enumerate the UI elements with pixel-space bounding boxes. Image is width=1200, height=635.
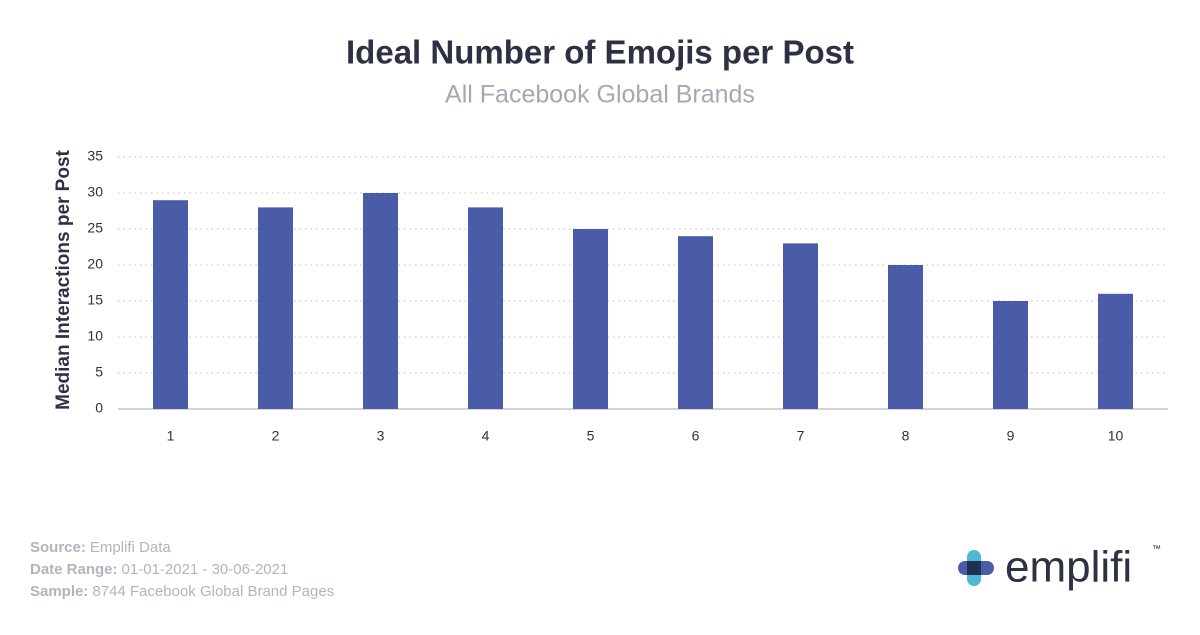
chart-title: Ideal Number of Emojis per Post [346, 34, 854, 71]
y-tick-label: 35 [87, 148, 103, 164]
x-tick-label: 4 [482, 428, 490, 444]
y-tick-label: 30 [87, 184, 103, 200]
y-axis-label: Median Interactions per Post [53, 149, 74, 409]
logo-text: emplifi [1005, 543, 1132, 592]
footer-value: Emplifi Data [90, 539, 172, 556]
x-tick-label: 3 [377, 428, 385, 444]
bar [363, 193, 398, 409]
y-tick-label: 20 [87, 256, 103, 272]
logo-trademark: ™ [1152, 543, 1161, 553]
bar [783, 243, 818, 409]
x-tick-label: 7 [797, 428, 805, 444]
x-tick-label: 10 [1108, 428, 1124, 444]
bar [468, 207, 503, 409]
footer-line: Date Range: 01-01-2021 - 30-06-2021 [30, 561, 288, 578]
y-tick-label: 0 [95, 400, 103, 416]
footer-label: Sample: [30, 583, 88, 600]
chart-subtitle: All Facebook Global Brands [445, 81, 755, 109]
bar [573, 229, 608, 409]
bar [153, 200, 188, 409]
bar [678, 236, 713, 409]
x-tick-label: 9 [1007, 428, 1015, 444]
x-tick-label: 8 [902, 428, 910, 444]
y-tick-label: 10 [87, 328, 103, 344]
x-tick-label: 5 [587, 428, 595, 444]
y-tick-label: 15 [87, 292, 103, 308]
bar [993, 301, 1028, 409]
footer-line: Source: Emplifi Data [30, 539, 171, 556]
y-tick-label: 5 [95, 364, 103, 380]
x-tick-label: 6 [692, 428, 700, 444]
footer-value: 8744 Facebook Global Brand Pages [92, 583, 334, 600]
x-tick-label: 2 [272, 428, 280, 444]
y-tick-label: 25 [87, 220, 103, 236]
x-tick-label: 1 [167, 428, 175, 444]
footer-value: 01-01-2021 - 30-06-2021 [122, 561, 289, 578]
logo-icon [958, 550, 994, 586]
footer-label: Source: [30, 539, 86, 556]
logo-shape [967, 561, 981, 575]
bar [258, 207, 293, 409]
footer-line: Sample: 8744 Facebook Global Brand Pages [30, 583, 334, 600]
bar [1098, 293, 1133, 409]
bar [888, 265, 923, 409]
footer-label: Date Range: [30, 561, 118, 578]
